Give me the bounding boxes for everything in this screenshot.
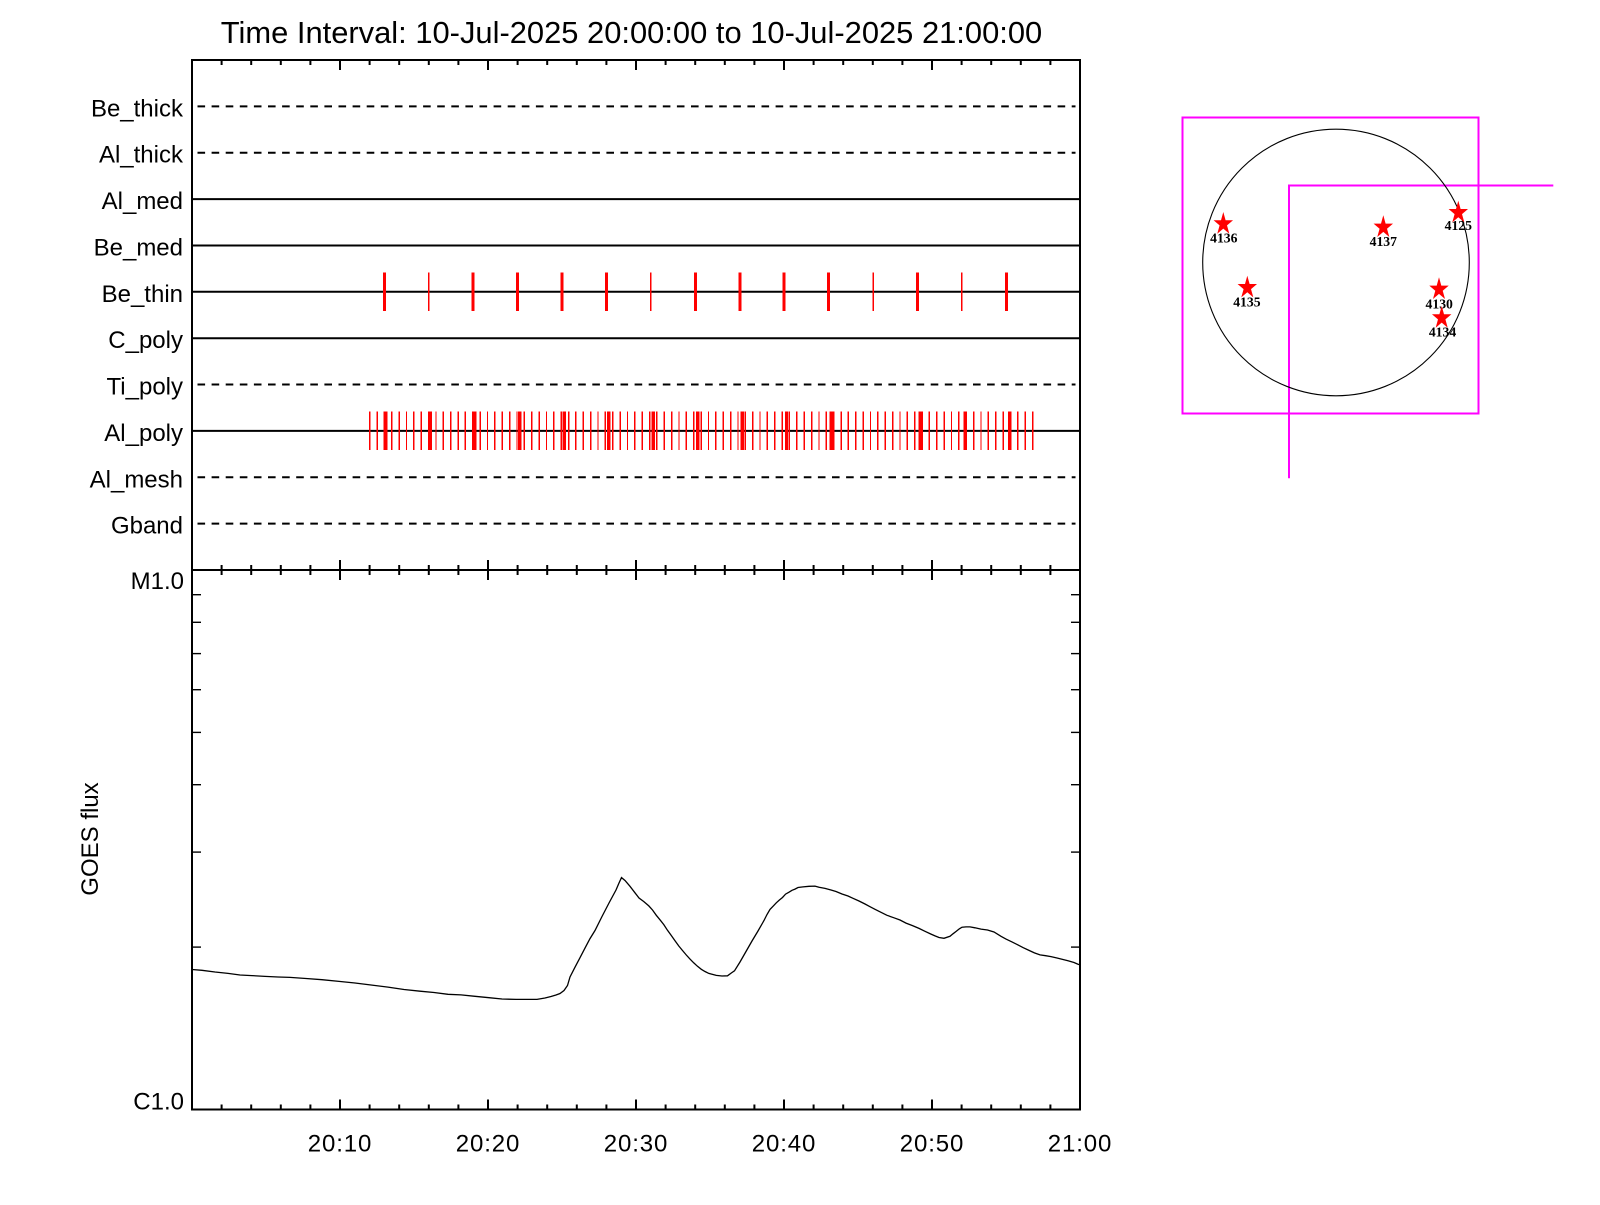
svg-text:20:50: 20:50	[900, 1131, 965, 1158]
svg-text:Be_thick: Be_thick	[91, 95, 184, 122]
svg-text:21:00: 21:00	[1048, 1131, 1113, 1158]
svg-text:Al_thick: Al_thick	[99, 142, 184, 169]
svg-text:Al_poly: Al_poly	[104, 420, 183, 447]
svg-text:C1.0: C1.0	[133, 1089, 184, 1116]
svg-text:Al_mesh: Al_mesh	[90, 466, 183, 493]
svg-text:4136: 4136	[1210, 230, 1238, 245]
svg-text:M1.0: M1.0	[131, 568, 184, 595]
svg-text:C_poly: C_poly	[108, 327, 183, 354]
svg-text:20:40: 20:40	[752, 1131, 817, 1158]
svg-text:4134: 4134	[1429, 325, 1457, 340]
svg-text:Time Interval: 10-Jul-2025 20:: Time Interval: 10-Jul-2025 20:00:00 to 1…	[221, 15, 1042, 50]
svg-text:20:20: 20:20	[456, 1131, 521, 1158]
svg-text:20:30: 20:30	[604, 1131, 669, 1158]
svg-text:Be_med: Be_med	[94, 235, 183, 262]
svg-text:4137: 4137	[1370, 234, 1398, 249]
svg-text:Ti_poly: Ti_poly	[107, 374, 183, 401]
svg-text:GOES flux: GOES flux	[77, 782, 104, 895]
svg-text:20:10: 20:10	[308, 1131, 373, 1158]
svg-text:Al_med: Al_med	[102, 188, 183, 215]
svg-text:4125: 4125	[1445, 218, 1473, 233]
svg-text:Be_thin: Be_thin	[102, 281, 183, 308]
svg-text:4130: 4130	[1426, 297, 1454, 312]
svg-text:4135: 4135	[1233, 295, 1261, 310]
svg-text:Gband: Gband	[111, 513, 183, 540]
